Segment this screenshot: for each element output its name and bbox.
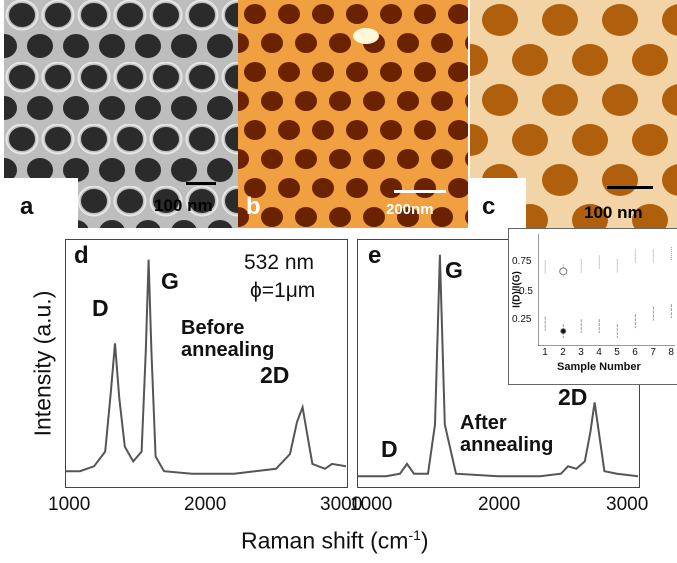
inset-x-label: Sample Number — [557, 361, 641, 373]
inset-xtick: 8 — [668, 347, 674, 358]
peak-label-e-G: G — [445, 257, 463, 283]
spot-size: ϕ=1μm — [250, 279, 316, 302]
inset-chart — [508, 228, 677, 385]
scale-label-a: 100 nm — [154, 196, 213, 215]
panel-label-e: e — [368, 242, 382, 269]
inset-xtick: 1 — [542, 347, 548, 358]
tick-e-1000: 1000 — [350, 494, 393, 515]
tick-d-1000: 1000 — [48, 494, 91, 515]
scale-bar-b — [394, 190, 446, 193]
micrograph-a — [4, 0, 238, 228]
peak-label-d-2D: 2D — [260, 362, 290, 388]
inset-point-sample-2 — [559, 267, 568, 276]
x-axis-label-end: ) — [420, 527, 429, 554]
condition-e-line2: annealing — [460, 434, 554, 456]
inset-axes — [538, 234, 675, 346]
spectrum-e-line — [358, 254, 638, 478]
x-axis-label-text: Raman shift (cm — [241, 527, 409, 554]
inset-ytick-05: 0.5 — [519, 286, 533, 297]
scale-bar-c — [607, 186, 653, 189]
micrograph-c — [470, 0, 677, 228]
tick-e-3000: 3000 — [606, 494, 649, 515]
panel-label-c: c — [482, 193, 496, 220]
x-axis-label: Raman shift (cm-1) — [241, 527, 429, 555]
peak-label-d-D: D — [92, 295, 109, 321]
spectrum-e-plot — [358, 254, 638, 478]
scale-label-b: 200nm — [386, 201, 434, 218]
scale-label-c: 100 nm — [584, 203, 643, 222]
peak-label-e-2D: 2D — [558, 384, 588, 410]
peak-label-d-G: G — [161, 268, 179, 294]
inset-xtick: 6 — [632, 347, 638, 358]
inset-xticks: 1 2 3 4 5 6 7 8 — [538, 347, 675, 361]
inset-plot — [538, 234, 675, 346]
y-axis-label: Intensity (a.u.) — [29, 290, 56, 437]
inset-xtick: 7 — [650, 347, 656, 358]
condition-e-line1: After — [460, 412, 507, 434]
inset-ytick-075: 0.75 — [512, 256, 532, 267]
inset-point-sample-2 — [560, 328, 567, 335]
inset-xtick: 5 — [614, 347, 620, 358]
laser-wavelength: 532 nm — [244, 251, 315, 274]
condition-d-line1: Before — [181, 317, 245, 339]
inset-xtick: 3 — [578, 347, 584, 358]
tick-d-2000: 2000 — [184, 494, 227, 515]
x-axis-label-sup: -1 — [408, 527, 421, 543]
condition-d: Before annealing — [181, 317, 274, 361]
inset-xtick: 2 — [560, 347, 566, 358]
spectrum-d-plot — [66, 259, 346, 475]
panel-label-d: d — [74, 242, 89, 269]
peak-label-e-D: D — [381, 436, 398, 462]
spectrum-d-frame — [65, 239, 348, 488]
panel-label-b: b — [246, 193, 261, 220]
spectrum-d-line — [66, 259, 346, 475]
micrograph-b — [238, 0, 468, 228]
inset-ytick-025: 0.25 — [512, 314, 532, 325]
inset-xtick: 4 — [596, 347, 602, 358]
tick-d-3000: 3000 — [320, 494, 363, 515]
condition-e: After annealing — [460, 412, 553, 456]
scale-bar-a — [186, 182, 216, 185]
panel-label-a: a — [20, 193, 34, 220]
condition-d-line2: annealing — [181, 339, 275, 361]
tick-e-2000: 2000 — [478, 494, 521, 515]
